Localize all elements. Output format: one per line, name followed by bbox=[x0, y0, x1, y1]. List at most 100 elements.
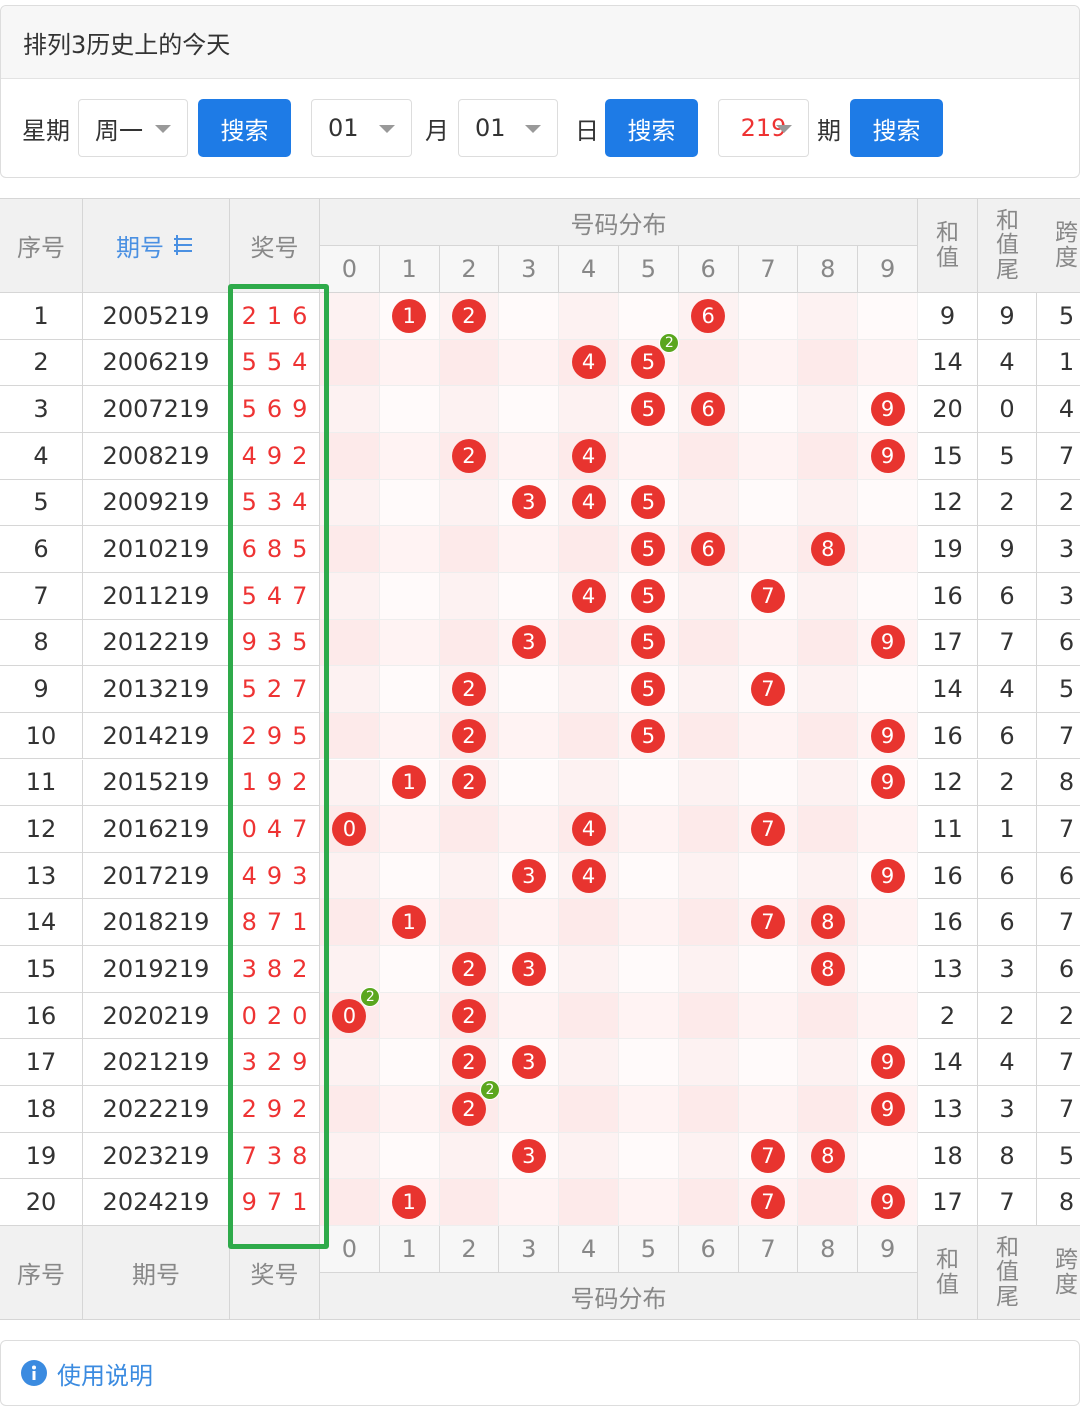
ball: 1 bbox=[392, 905, 427, 940]
dist-cell bbox=[678, 899, 739, 947]
row-no: 8 bbox=[0, 619, 83, 667]
row-sum: 14 bbox=[918, 1039, 978, 1087]
header-cell: 期号 bbox=[83, 1226, 230, 1320]
ball: 5 bbox=[631, 578, 666, 613]
ball: 2 bbox=[451, 298, 486, 333]
dist-cell bbox=[499, 666, 560, 713]
digit-header: 9 bbox=[858, 1226, 918, 1273]
ball: 3 bbox=[511, 485, 546, 520]
ball: 8 bbox=[810, 951, 845, 986]
ball: 2 bbox=[451, 438, 486, 473]
dist-cell bbox=[499, 293, 560, 340]
row-issue: 2009219 bbox=[83, 479, 230, 527]
dist-cell bbox=[678, 1132, 739, 1180]
help-link[interactable]: 使用说明 bbox=[57, 1361, 153, 1390]
dist-cell bbox=[798, 759, 859, 807]
header-cell: 奖号 bbox=[230, 1226, 320, 1320]
sort-icon[interactable] bbox=[170, 233, 196, 259]
search-button[interactable]: 搜索 bbox=[605, 99, 698, 157]
dist-cell bbox=[559, 1039, 619, 1087]
header-text: 和值 bbox=[935, 220, 959, 271]
dist-cell bbox=[439, 852, 500, 900]
digit-header: 1 bbox=[379, 246, 440, 293]
day-label: 日 bbox=[575, 116, 599, 145]
num: 5 bbox=[241, 488, 257, 517]
dist-cell bbox=[798, 386, 859, 433]
header-text: 期号 bbox=[132, 1261, 180, 1289]
dist-cell bbox=[379, 572, 440, 620]
dist-cell bbox=[559, 1132, 619, 1180]
dist-cell bbox=[439, 526, 500, 573]
num: 9 bbox=[292, 395, 308, 424]
row-tail: 4 bbox=[978, 1039, 1037, 1087]
num: 1 bbox=[266, 301, 283, 330]
dist-cell bbox=[678, 852, 739, 900]
row-span: 1 bbox=[1037, 340, 1080, 387]
ball: 2 bbox=[451, 672, 486, 706]
dist-cell bbox=[619, 1039, 679, 1087]
dist-cell bbox=[499, 339, 560, 387]
num: 2 bbox=[241, 721, 257, 750]
num: 7 bbox=[241, 1141, 257, 1170]
digit-header: 6 bbox=[678, 1226, 739, 1273]
dist-cell bbox=[858, 479, 918, 527]
dist-cell: 3 bbox=[499, 1039, 560, 1087]
ball: 9 bbox=[870, 438, 905, 473]
dist-cell bbox=[559, 759, 619, 807]
dist-cell bbox=[858, 992, 918, 1040]
dist-cell bbox=[619, 946, 679, 993]
row-issue: 2016219 bbox=[83, 806, 230, 853]
ball: 9 bbox=[870, 625, 905, 660]
dist-cell bbox=[320, 899, 380, 947]
month-select[interactable]: 01 bbox=[311, 99, 412, 157]
weekday-select[interactable]: 周一 bbox=[78, 99, 188, 157]
ball: 5 bbox=[631, 625, 666, 660]
digit-header: 0 bbox=[320, 1226, 380, 1273]
dist-cell bbox=[439, 386, 500, 433]
search-button[interactable]: 搜索 bbox=[850, 99, 943, 157]
dist-cell bbox=[379, 1086, 440, 1133]
row-no: 17 bbox=[0, 1039, 83, 1087]
row-no: 7 bbox=[0, 572, 83, 620]
dist-cell bbox=[320, 759, 380, 807]
ball: 8 bbox=[810, 532, 845, 567]
dist-cell: 1 bbox=[379, 293, 440, 340]
dist-cell: 4 bbox=[559, 479, 619, 527]
row-issue: 2019219 bbox=[83, 946, 230, 993]
highlight-box bbox=[228, 284, 329, 1249]
dist-cell bbox=[619, 992, 679, 1040]
dist-cell: 2 bbox=[439, 666, 500, 713]
dist-cell bbox=[798, 1179, 859, 1226]
day-select[interactable]: 01 bbox=[458, 99, 558, 157]
search-button[interactable]: 搜索 bbox=[198, 99, 291, 157]
dist-cell bbox=[858, 806, 918, 853]
dist-cell bbox=[678, 1039, 739, 1087]
ball: 5 bbox=[631, 672, 666, 706]
dist-cell bbox=[320, 1086, 380, 1133]
dist-cell bbox=[439, 339, 500, 387]
ball: 9 bbox=[870, 1045, 905, 1080]
dist-cell bbox=[320, 619, 380, 667]
row-tail: 8 bbox=[978, 1132, 1037, 1180]
dist-cell: 5 bbox=[619, 712, 679, 760]
dist-cell bbox=[559, 526, 619, 573]
issue-input[interactable]: 219 bbox=[718, 99, 809, 157]
row-issue: 2015219 bbox=[83, 759, 230, 807]
dist-cell bbox=[798, 1039, 859, 1087]
digit-header: 8 bbox=[798, 246, 859, 293]
row-sum: 14 bbox=[918, 666, 978, 713]
dist-cell bbox=[439, 619, 500, 667]
digit-header: 7 bbox=[738, 1226, 799, 1273]
dist-cell bbox=[619, 1179, 679, 1226]
dist-cell bbox=[320, 432, 380, 480]
header-cell[interactable]: 期号 bbox=[83, 199, 230, 293]
dist-cell: 5 bbox=[619, 386, 679, 433]
ball: 9 bbox=[870, 718, 905, 753]
